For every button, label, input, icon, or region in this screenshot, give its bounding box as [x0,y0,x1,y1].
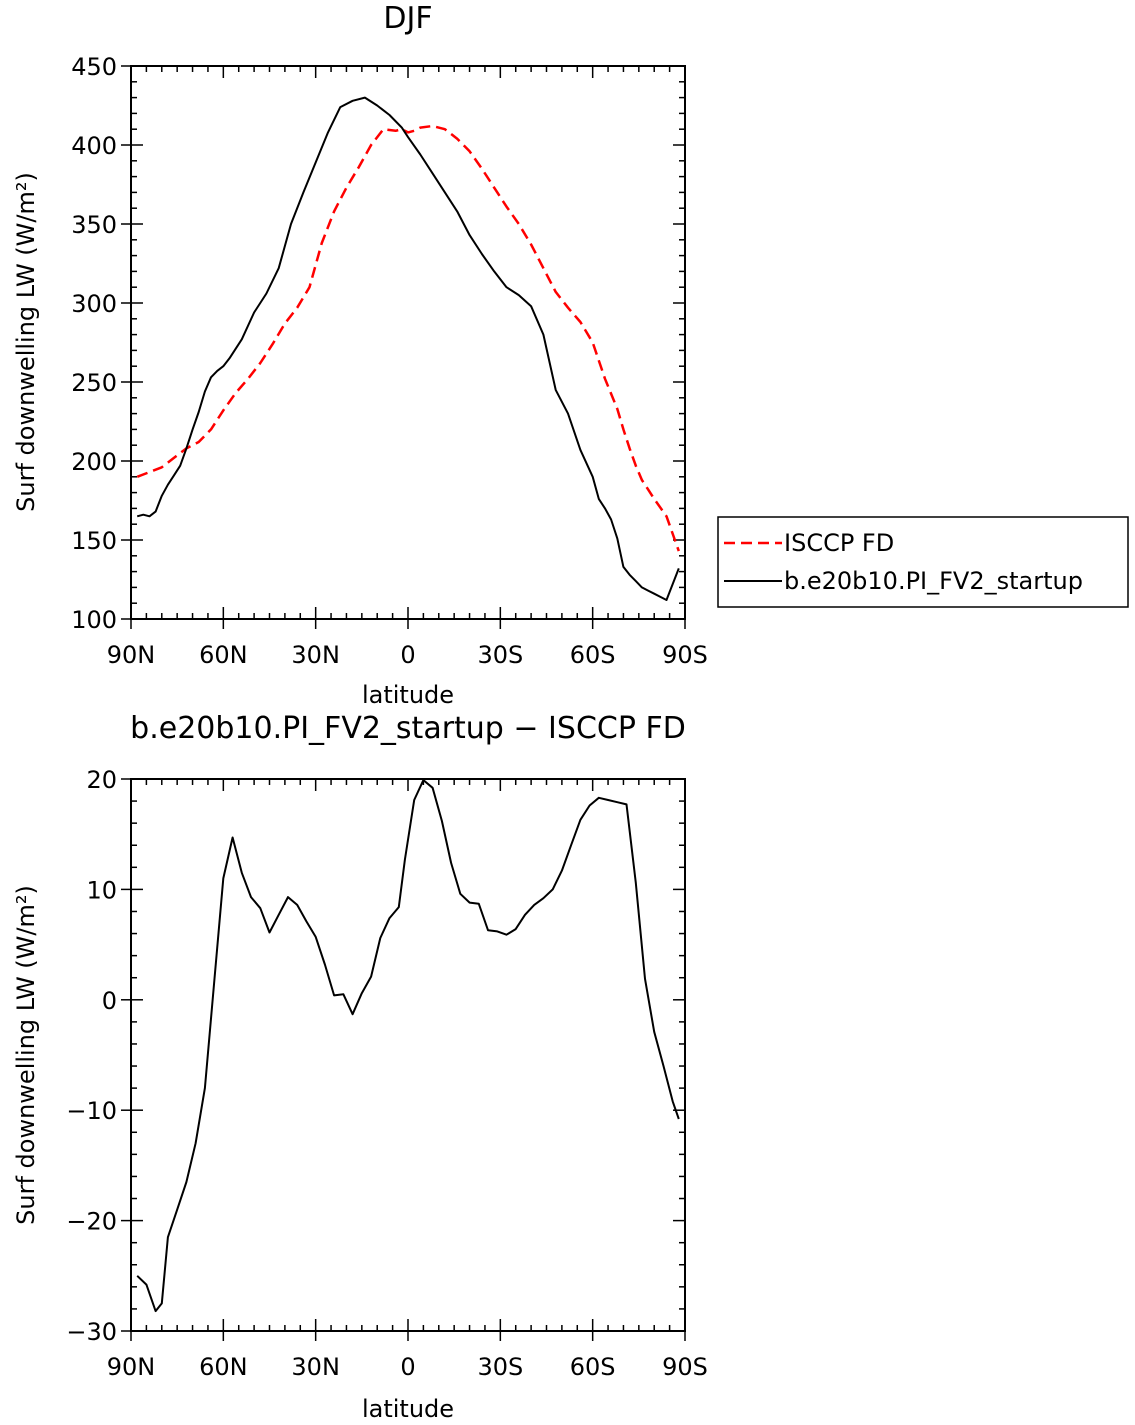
y-tick-label: 350 [71,211,117,239]
y-tick-label: 200 [71,448,117,476]
y-tick-label: 250 [71,369,117,397]
y-tick-label: 300 [71,290,117,318]
y-tick-label: 100 [71,606,117,634]
bottom-series [136,779,680,1313]
x-tick-label: 90N [107,641,156,669]
y-tick-label: 400 [71,132,117,160]
x-tick-label: 90S [662,1353,708,1381]
x-tick-label: 60N [199,641,248,669]
y-tick-label: 10 [86,876,117,904]
y-tick-label: 450 [71,53,117,81]
y-tick-label: −20 [66,1208,117,1236]
x-tick-label: 90S [662,641,708,669]
top-panel: DJF 90N 60N 30N 0 30S 60S 90S 100 150 200 250 300 35… [12,1,708,709]
bottom-plot-frame [130,778,686,1332]
top-title: DJF [383,1,432,36]
legend-box [717,516,1129,608]
y-tick-label: 20 [86,766,117,794]
top-ticks: 90N 60N 30N 0 30S 60S 90S 100 150 200 250 300 350 400… [71,53,708,669]
bottom-xlabel: latitude [362,1395,454,1423]
bottom-series-line-0 [136,779,680,1313]
x-tick-label: 60S [570,1353,616,1381]
x-tick-label: 60N [199,1353,248,1381]
top-xlabel: latitude [362,681,454,709]
x-tick-label: 90N [107,1353,156,1381]
x-tick-label: 30S [477,1353,523,1381]
top-plot-frame [130,65,686,620]
x-tick-label: 30S [477,641,523,669]
x-tick-label: 0 [400,1353,415,1381]
bottom-ticks: 90N 60N 30N 0 30S 60S 90S −30 −20 −10 0 10 20 [66,766,708,1381]
x-tick-label: 60S [570,641,616,669]
x-tick-label: 30N [291,641,340,669]
y-tick-label: 150 [71,527,117,555]
bottom-title: b.e20b10.PI_FV2_startup − ISCCP FD [130,711,686,746]
y-tick-label: −30 [66,1318,117,1346]
top-series [136,96,680,601]
legend-label-model: b.e20b10.PI_FV2_startup [784,567,1083,595]
top-series-line-0 [136,124,680,552]
top-ylabel: Surf downwelling LW (W/m²) [12,172,40,512]
x-tick-label: 0 [400,641,415,669]
legend: ISCCP FD b.e20b10.PI_FV2_startup [717,516,1129,608]
x-tick-label: 30N [291,1353,340,1381]
y-tick-label: −10 [66,1097,117,1125]
bottom-panel: b.e20b10.PI_FV2_startup − ISCCP FD 90N 60… [12,711,708,1423]
y-tick-label: 0 [102,987,117,1015]
top-series-line-1 [136,96,680,601]
bottom-ylabel: Surf downwelling LW (W/m²) [12,885,40,1225]
legend-label-isccp: ISCCP FD [784,529,894,557]
